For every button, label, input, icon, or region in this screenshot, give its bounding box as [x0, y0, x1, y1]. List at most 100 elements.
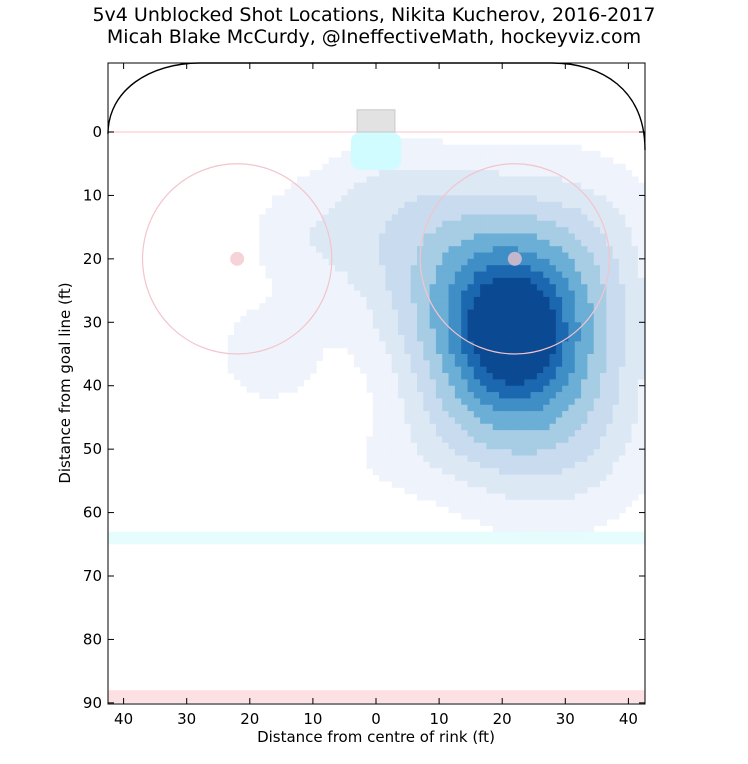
density-cell: [303, 347, 311, 355]
density-cell: [284, 252, 292, 260]
density-cell: [530, 208, 538, 216]
density-cell: [391, 277, 399, 285]
density-cell: [593, 430, 601, 438]
density-cell: [581, 239, 588, 247]
density-cell: [555, 182, 563, 190]
density-cell: [284, 385, 292, 393]
density-cell: [435, 252, 443, 260]
density-cell: [631, 182, 639, 190]
density-cell: [473, 144, 481, 152]
density-cell: [593, 360, 601, 368]
density-cell: [536, 201, 544, 209]
density-cell: [530, 290, 538, 298]
density-cell: [435, 334, 443, 342]
density-cell: [417, 442, 424, 450]
density-cell: [536, 430, 544, 438]
density-cell: [461, 157, 469, 165]
density-cell: [271, 284, 279, 292]
density-cell: [259, 347, 267, 355]
density-cell: [562, 309, 570, 317]
density-cell: [448, 195, 456, 203]
density-cell: [309, 208, 317, 216]
density-cell: [549, 195, 557, 203]
density-cell: [322, 170, 330, 177]
density-cell: [442, 157, 450, 165]
density-cell: [492, 347, 500, 355]
density-cell: [473, 189, 481, 197]
density-cell: [252, 373, 260, 380]
density-cell: [461, 144, 469, 152]
density-cell: [334, 334, 342, 342]
density-cell: [505, 354, 513, 361]
density-cell: [341, 258, 349, 266]
density-cell: [322, 239, 330, 247]
density-cell: [618, 208, 626, 216]
density-cell: [600, 474, 607, 482]
density-cell: [417, 398, 424, 406]
density-cell: [612, 290, 620, 298]
density-cell: [454, 220, 462, 228]
density-cell: [322, 315, 330, 323]
density-cell: [606, 423, 614, 431]
density-cell: [448, 163, 456, 171]
density-cell: [265, 208, 273, 216]
density-cell: [284, 239, 292, 247]
density-cell: [442, 461, 450, 469]
density-cell: [562, 341, 570, 349]
density-cell: [322, 328, 330, 336]
density-cell: [467, 487, 475, 495]
density-cell: [612, 411, 620, 419]
density-cell: [549, 436, 557, 444]
density-cell: [511, 227, 519, 235]
density-cell: [391, 220, 399, 228]
density-cell: [290, 322, 298, 330]
density-cell: [290, 334, 298, 342]
density-cell: [429, 474, 437, 482]
density-cell: [574, 468, 582, 476]
density-cell: [568, 182, 576, 190]
density-cell: [530, 341, 538, 349]
density-cell: [555, 258, 563, 266]
density-cell: [347, 296, 355, 304]
density-cell: [631, 239, 639, 247]
density-cell: [631, 480, 639, 488]
density-cell: [398, 214, 405, 222]
density-cell: [353, 277, 361, 285]
density-cell: [486, 252, 494, 260]
density-cell: [637, 398, 645, 406]
density-cell: [404, 170, 412, 177]
density-cell: [492, 303, 500, 311]
density-cell: [473, 170, 481, 177]
density-cell: [499, 499, 506, 507]
density-cell: [404, 449, 412, 457]
density-cell: [505, 182, 513, 190]
density-cell: [347, 284, 355, 292]
density-cell: [524, 195, 532, 203]
density-cell: [398, 461, 405, 469]
density-cell: [524, 265, 532, 273]
density-cell: [480, 296, 488, 304]
density-cell: [341, 246, 349, 254]
density-cell: [366, 347, 374, 355]
density-cell: [461, 151, 469, 158]
density-cell: [530, 157, 538, 165]
density-cell: [473, 296, 481, 304]
density-cell: [511, 277, 519, 285]
density-cell: [442, 258, 450, 266]
density-cell: [448, 506, 456, 514]
density-cell: [492, 430, 500, 438]
density-cell: [252, 385, 260, 393]
density-cell: [543, 201, 551, 209]
density-cell: [454, 360, 462, 368]
density-cell: [461, 430, 469, 438]
density-cell: [429, 163, 437, 171]
density-cell: [492, 233, 500, 241]
density-cell: [410, 474, 418, 482]
density-cell: [398, 239, 405, 247]
density-cell: [391, 258, 399, 266]
density-cell: [435, 214, 443, 222]
density-cell: [505, 417, 513, 425]
density-cell: [429, 233, 437, 241]
density-cell: [309, 315, 317, 323]
density-cell: [612, 303, 620, 311]
